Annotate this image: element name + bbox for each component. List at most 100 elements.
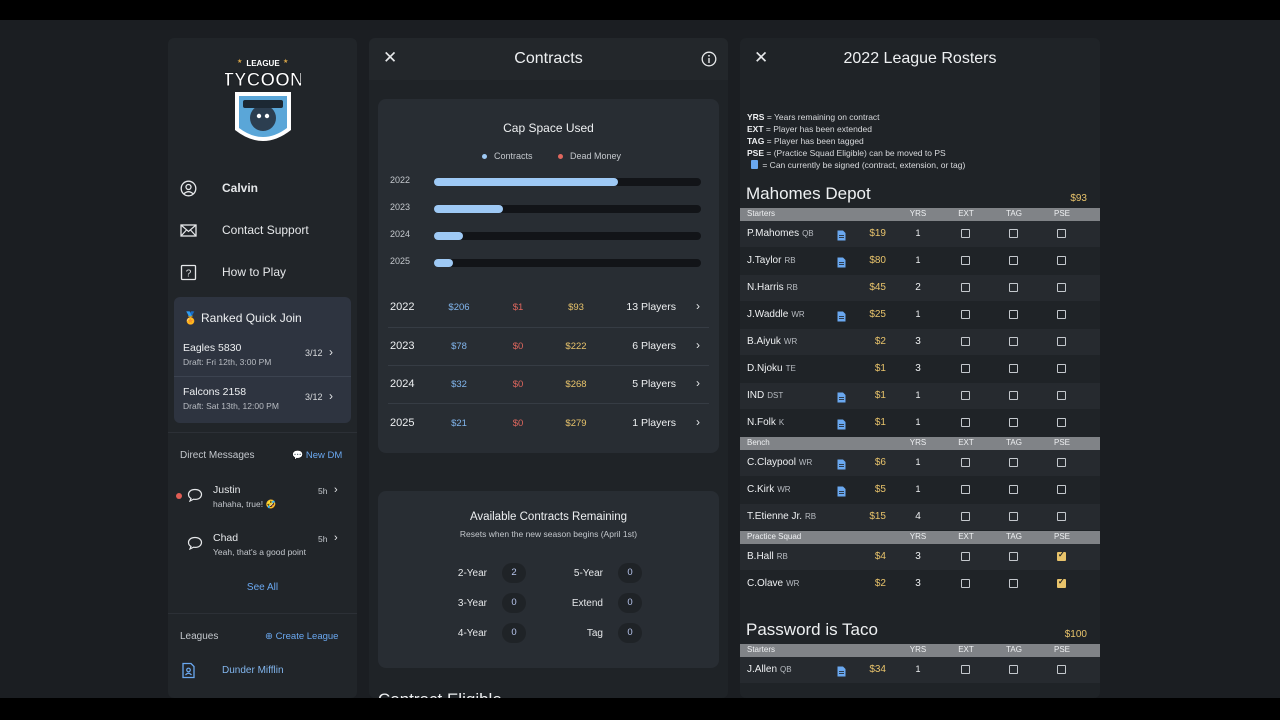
cap-year-row[interactable]: 2025 $21 $0 $279 1 Players › bbox=[378, 404, 719, 442]
chevron-right-icon: › bbox=[696, 376, 700, 390]
signable-document-icon[interactable] bbox=[837, 390, 846, 403]
checkbox-tag[interactable] bbox=[1009, 256, 1018, 265]
checkbox-tag[interactable] bbox=[1009, 665, 1018, 674]
signable-document-icon[interactable] bbox=[837, 255, 846, 268]
checkbox-pse[interactable] bbox=[1057, 458, 1066, 467]
player-row[interactable]: J.Waddle WR $25 1 bbox=[740, 302, 1100, 328]
player-row[interactable]: N.Harris RB $45 2 bbox=[740, 275, 1100, 301]
player-row[interactable]: C.Claypool WR $6 1 bbox=[740, 450, 1100, 476]
signable-document-icon[interactable] bbox=[837, 417, 846, 430]
checkbox-tag[interactable] bbox=[1009, 485, 1018, 494]
dm-item[interactable]: Justin hahaha, true! 🤣 5h › bbox=[168, 484, 357, 520]
roster-section-header: Starters YRS EXT TAG PSE bbox=[740, 644, 1100, 657]
cap-dead-amount: $1 bbox=[512, 302, 524, 313]
checkbox-pse[interactable] bbox=[1057, 512, 1066, 521]
player-years: 1 bbox=[915, 228, 921, 238]
signable-document-icon[interactable] bbox=[837, 228, 846, 241]
player-row[interactable]: J.Taylor RB $80 1 bbox=[740, 248, 1100, 274]
player-row[interactable]: T.Etienne Jr. RB $15 4 bbox=[740, 504, 1100, 530]
player-row[interactable]: D.Njoku TE $1 3 bbox=[740, 356, 1100, 382]
checkbox-tag[interactable] bbox=[1009, 418, 1018, 427]
player-row[interactable]: C.Olave WR $2 3 bbox=[740, 571, 1100, 597]
nav-profile[interactable]: Calvin bbox=[168, 172, 357, 204]
checkbox-tag[interactable] bbox=[1009, 391, 1018, 400]
checkbox-tag[interactable] bbox=[1009, 283, 1018, 292]
nav-contact-support[interactable]: Contact Support bbox=[168, 214, 357, 246]
info-icon[interactable] bbox=[701, 51, 717, 67]
section-name: Starters bbox=[747, 209, 776, 218]
cap-year-row[interactable]: 2024 $32 $0 $268 5 Players › bbox=[378, 365, 719, 403]
checkbox-ext[interactable] bbox=[961, 256, 970, 265]
player-row[interactable]: IND DST $1 1 bbox=[740, 383, 1100, 409]
checkbox-pse[interactable] bbox=[1057, 337, 1066, 346]
checkbox-tag[interactable] bbox=[1009, 458, 1018, 467]
checkbox-ext[interactable] bbox=[961, 512, 970, 521]
checkbox-ext[interactable] bbox=[961, 665, 970, 674]
checkbox-pse[interactable] bbox=[1057, 418, 1066, 427]
checkbox-tag[interactable] bbox=[1009, 579, 1018, 588]
checkbox-tag[interactable] bbox=[1009, 229, 1018, 238]
signable-document-icon[interactable] bbox=[837, 664, 846, 677]
signable-document-icon[interactable] bbox=[837, 309, 846, 322]
checkbox-pse[interactable] bbox=[1057, 577, 1066, 588]
signable-document-icon[interactable] bbox=[837, 457, 846, 470]
create-league-button[interactable]: ⊕ Create League bbox=[265, 631, 338, 642]
player-row[interactable]: P.Mahomes QB $19 1 bbox=[740, 221, 1100, 247]
checkbox-tag[interactable] bbox=[1009, 512, 1018, 521]
checkbox-ext[interactable] bbox=[961, 364, 970, 373]
player-row[interactable]: N.Folk K $1 1 bbox=[740, 410, 1100, 436]
checkbox-tag[interactable] bbox=[1009, 337, 1018, 346]
checkbox-ext[interactable] bbox=[961, 283, 970, 292]
checkbox-ext[interactable] bbox=[961, 458, 970, 467]
player-salary: $15 bbox=[869, 511, 886, 522]
player-years: 3 bbox=[915, 336, 921, 347]
checkbox-pse[interactable] bbox=[1057, 283, 1066, 292]
cap-bar-track bbox=[434, 232, 701, 240]
signable-document-icon[interactable] bbox=[837, 484, 846, 497]
nav-how-to-play[interactable]: ? How to Play bbox=[168, 256, 357, 288]
see-all-button[interactable]: See All bbox=[246, 582, 279, 593]
checkbox-pse[interactable] bbox=[1057, 665, 1066, 674]
app-stage: LEAGUE TYCOON ★ ★ Calvin Contact Support… bbox=[0, 20, 1280, 698]
key-line: EXT = Player has been extended bbox=[747, 124, 872, 134]
checkbox-ext[interactable] bbox=[961, 391, 970, 400]
checkbox-ext[interactable] bbox=[961, 485, 970, 494]
checkbox-tag[interactable] bbox=[1009, 364, 1018, 373]
league-item[interactable]: Dunder Mifflin bbox=[168, 654, 357, 686]
checkbox-ext[interactable] bbox=[961, 579, 970, 588]
checkbox-tag[interactable] bbox=[1009, 310, 1018, 319]
checkbox-pse[interactable] bbox=[1057, 391, 1066, 400]
player-salary: $19 bbox=[869, 228, 886, 239]
player-row[interactable]: B.Aiyuk WR $2 3 bbox=[740, 329, 1100, 355]
checkbox-ext[interactable] bbox=[961, 229, 970, 238]
key-line: = Can currently be signed (contract, ext… bbox=[747, 160, 965, 170]
cap-year-row[interactable]: 2023 $78 $0 $222 6 Players › bbox=[378, 327, 719, 365]
checkbox-pse[interactable] bbox=[1057, 485, 1066, 494]
dm-time: 5h bbox=[318, 486, 328, 496]
key-abbr: TAG bbox=[747, 136, 765, 146]
ranked-league-row[interactable]: Falcons 2158 Draft: Sat 13th, 12:00 PM 3… bbox=[174, 380, 351, 422]
checkbox-ext[interactable] bbox=[961, 310, 970, 319]
checkbox-ext[interactable] bbox=[961, 418, 970, 427]
checkbox-pse[interactable] bbox=[1057, 364, 1066, 373]
checkbox-pse[interactable] bbox=[1057, 256, 1066, 265]
column-header: YRS bbox=[909, 438, 927, 447]
dm-item[interactable]: Chad Yeah, that's a good point 5h › bbox=[168, 532, 357, 568]
player-row[interactable]: B.Hall RB $4 3 bbox=[740, 544, 1100, 570]
cap-dead-amount: $0 bbox=[512, 379, 524, 390]
checkbox-ext[interactable] bbox=[961, 337, 970, 346]
checkbox-ext[interactable] bbox=[961, 552, 970, 561]
close-icon[interactable]: ✕ bbox=[383, 48, 398, 67]
ranked-league-row[interactable]: Eagles 5830 Draft: Fri 12th, 3:00 PM 3/1… bbox=[174, 336, 351, 378]
team-budget: $93 bbox=[1070, 193, 1087, 204]
checkbox-tag[interactable] bbox=[1009, 552, 1018, 561]
cap-year-row[interactable]: 2022 $206 $1 $93 13 Players › bbox=[378, 288, 719, 326]
player-row[interactable]: J.Allen QB $34 1 bbox=[740, 657, 1100, 683]
roster-section-header: Starters YRS EXT TAG PSE bbox=[740, 208, 1100, 221]
checkbox-pse[interactable] bbox=[1057, 310, 1066, 319]
close-icon[interactable]: ✕ bbox=[754, 48, 769, 67]
checkbox-pse[interactable] bbox=[1057, 229, 1066, 238]
new-dm-button[interactable]: 💬 New DM bbox=[292, 450, 342, 461]
checkbox-pse[interactable] bbox=[1057, 550, 1066, 561]
player-row[interactable]: C.Kirk WR $5 1 bbox=[740, 477, 1100, 503]
